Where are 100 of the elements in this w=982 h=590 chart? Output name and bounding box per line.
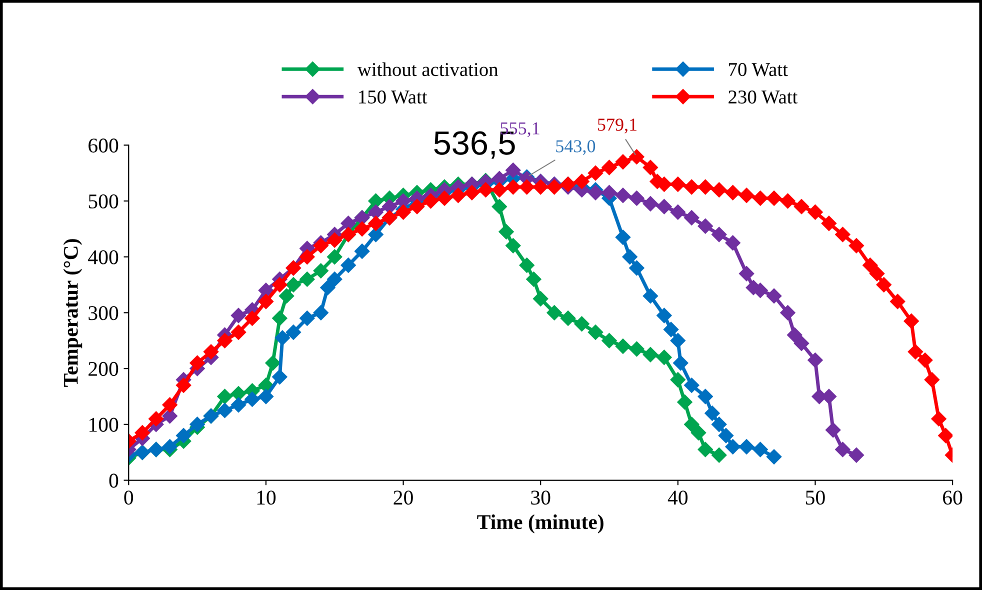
point (629, 190, 644, 206)
point (698, 218, 713, 234)
annotation: 543,0 (556, 140, 596, 155)
point (622, 249, 638, 264)
point (368, 204, 384, 220)
point (738, 266, 754, 282)
point (272, 369, 288, 384)
point (712, 416, 727, 432)
legend-label: 230 Watt (728, 90, 798, 104)
point (506, 162, 521, 178)
point (602, 185, 617, 200)
y-axis-title: Temperatur (°C) (63, 239, 82, 387)
point (690, 425, 706, 440)
point (670, 333, 686, 348)
point (826, 422, 841, 438)
point (684, 210, 700, 226)
point (230, 308, 246, 324)
point (588, 185, 604, 200)
point (190, 416, 205, 432)
point (230, 386, 246, 402)
point (602, 333, 617, 348)
point (327, 249, 342, 264)
point (588, 324, 604, 340)
point (698, 442, 713, 458)
point (340, 258, 356, 273)
point (787, 327, 802, 343)
point (498, 224, 514, 240)
point (217, 388, 232, 404)
point (738, 439, 754, 454)
point (230, 397, 246, 412)
point (670, 204, 686, 220)
point (300, 272, 315, 287)
point (265, 355, 280, 371)
point (560, 310, 576, 326)
point (656, 199, 672, 214)
point (656, 308, 672, 324)
point (629, 260, 644, 276)
point (327, 272, 342, 287)
point (712, 226, 727, 242)
point (766, 449, 782, 464)
point (286, 324, 301, 340)
point (258, 388, 274, 404)
point (725, 235, 740, 250)
y-tick-label: 500 (88, 194, 118, 208)
point (642, 347, 658, 362)
x-axis-title: Time (minute) (477, 514, 604, 534)
point (492, 171, 507, 186)
point (752, 442, 768, 458)
point (704, 406, 720, 421)
point (629, 341, 644, 357)
point (320, 280, 336, 296)
point (780, 305, 796, 320)
legend-label: 70 Watt (729, 62, 788, 76)
point (677, 394, 692, 410)
point (684, 416, 700, 432)
point (340, 216, 356, 231)
point (546, 305, 562, 320)
point (382, 199, 398, 214)
point (656, 350, 672, 365)
legend-label: 150 Watt (359, 90, 428, 104)
point (278, 288, 294, 304)
point (533, 291, 548, 306)
point (526, 272, 542, 287)
point (615, 188, 631, 203)
point (300, 310, 315, 326)
point (258, 282, 274, 298)
y-tick-label: 200 (88, 362, 118, 376)
point (615, 230, 631, 245)
y-tick-label: 100 (90, 418, 118, 432)
point (244, 392, 260, 407)
point (615, 338, 631, 354)
x-tick-label: 50 (806, 490, 825, 505)
x-tick-label: 0 (124, 490, 134, 505)
point (642, 196, 658, 212)
point (642, 288, 658, 304)
point (286, 277, 301, 292)
point (848, 448, 864, 463)
point (670, 372, 686, 388)
point (835, 442, 850, 458)
point (808, 352, 823, 368)
point (274, 330, 290, 346)
x-tick-label: 10 (257, 490, 276, 505)
point (725, 439, 740, 454)
point (506, 238, 521, 254)
point (217, 402, 232, 418)
point (663, 322, 679, 338)
point (673, 355, 688, 371)
point (718, 428, 734, 444)
point (712, 448, 727, 463)
point (766, 288, 782, 304)
y-tick-label: 600 (88, 138, 118, 153)
point (698, 388, 713, 404)
point (492, 199, 507, 214)
legend-label: without activation (357, 62, 498, 76)
point (684, 378, 700, 393)
y-tick-label: 0 (109, 474, 118, 488)
y-tick-label: 400 (88, 250, 118, 264)
point (794, 336, 810, 351)
y-tick-label: 300 (88, 306, 118, 320)
point (354, 244, 370, 259)
